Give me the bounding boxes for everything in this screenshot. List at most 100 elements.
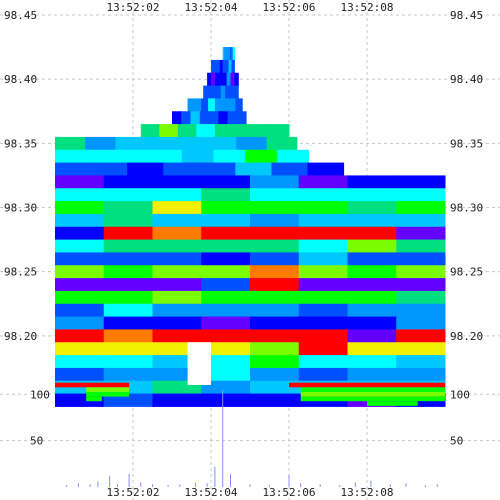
heatmap-cell [103,213,153,228]
heatmap-cell [347,239,397,253]
heatmap-cell [152,290,202,305]
heatmap-cell [152,316,202,330]
volume-band [86,391,130,397]
heatmap-cell [152,303,202,318]
heatmap-cell [211,59,215,74]
heatmap-cell [221,98,230,112]
heatmap-cell [347,265,397,279]
heatmap-cell [222,47,225,61]
heatmap-cell [150,149,183,164]
price-tick-label-left: 98.35 [4,137,37,150]
x-tick-label-top: 13:52:04 [185,1,238,14]
heatmap-cell [230,47,232,61]
heatmap-cell [201,342,251,356]
heatmap-cell [103,201,153,215]
heatmap-cell [236,111,247,125]
heatmap-cell [55,303,105,318]
heatmap-cell [235,98,243,112]
heatmap-cell [55,329,105,343]
heatmap-cell [347,201,397,215]
heatmap-cell [103,367,153,382]
heatmap-cell [222,59,227,74]
heatmap-cell [298,342,348,356]
heatmap-cell [298,316,348,330]
volume-band [86,387,130,392]
heatmap-cell [220,85,226,99]
heatmap-cell [103,355,153,369]
heatmap-cell [396,316,446,330]
heatmap-cell [250,188,300,202]
heatmap-cell [213,149,246,164]
price-tick-label-right: 98.40 [450,73,483,86]
heatmap-cell [396,355,446,369]
heatmap-cell [298,201,348,215]
heatmap-cell [201,226,251,241]
heatmap-cell [218,72,224,87]
heatmap-cell [250,239,300,253]
heatmap-cell [55,290,105,305]
heatmap-cell [214,98,223,112]
heatmap-cell [219,59,224,74]
heatmap-cell [103,290,153,305]
heatmap-cell [276,149,309,164]
heatmap-cell [152,188,202,202]
heatmap-cell [227,47,230,61]
heatmap-cell [250,393,300,407]
heatmap-cell [232,47,235,61]
heatmap-cell [201,380,251,395]
heatmap-cell [199,111,210,125]
heatmap-cell [152,213,202,228]
heatmap-cell [152,201,202,215]
heatmap-cell [396,252,446,266]
heatmap-cell [214,72,220,87]
heatmap-cell [233,85,239,99]
x-tick-label-bottom: 13:52:02 [107,486,160,499]
volume-tick-label-left: 100 [30,388,50,401]
heatmap-cell [201,355,251,369]
heatmap-cell [209,111,219,125]
price-tick-label-right: 98.30 [450,202,483,215]
heatmap-cell [235,162,272,176]
heatmap-cell [115,136,147,151]
heatmap-cell [250,252,300,266]
heatmap-cell [396,226,446,241]
x-tick-label-bottom: 13:52:06 [263,486,316,499]
heatmap-cell [172,111,182,125]
heatmap-cell [396,290,446,305]
heatmap-cell [396,329,446,343]
heatmap-cell [152,329,202,343]
heatmap-cell [55,355,105,369]
heatmap-cell [190,111,201,125]
heatmap-cell [347,252,397,266]
heatmap-cell [250,278,300,292]
heatmap-cell [228,98,236,112]
heatmap-cell [175,136,207,151]
heatmap-cell [396,367,446,382]
volume-band [55,382,130,388]
heatmap-cell [203,85,209,99]
heatmap-cell [250,201,300,215]
heatmap-cell [231,47,234,61]
heatmap-cell [347,355,397,369]
heatmap-cell [201,278,251,292]
heatmap-cell [250,303,300,318]
heatmap-cell [270,124,290,138]
heatmap-cell [103,316,153,330]
heatmap-cell [347,213,397,228]
heatmap-cell [250,226,300,241]
heatmap-cell [201,188,251,202]
price-tick-label-left: 98.30 [4,202,37,215]
heatmap-cell [201,316,251,330]
heatmap-cell [250,367,300,382]
price-tick-label-right: 98.25 [450,266,483,279]
heatmap-cell [396,239,446,253]
heatmap-cell [103,252,153,266]
heatmap-cells [55,47,446,407]
heatmap-cell [228,59,232,74]
heatmap-cell [152,278,202,292]
heatmap-cell [218,111,229,125]
heatmap-cell [145,136,177,151]
heatmap-cell [103,303,153,318]
heatmap-cell [230,72,235,87]
